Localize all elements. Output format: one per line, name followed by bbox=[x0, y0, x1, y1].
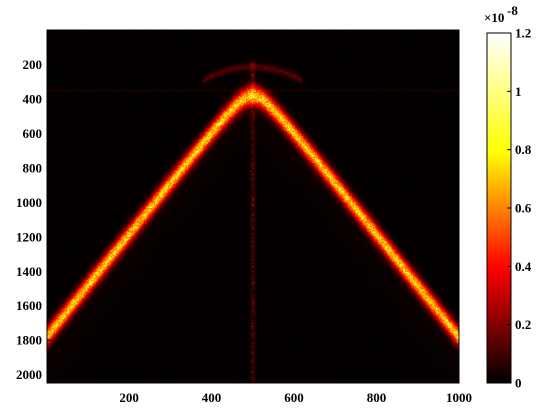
y-tick-label: 200 bbox=[23, 57, 43, 72]
colorbar-tick-label: 1.2 bbox=[515, 26, 531, 41]
colorbar-tick-label: 0.8 bbox=[515, 142, 532, 157]
y-tick-label: 2000 bbox=[16, 367, 42, 382]
colorbar-tick-label: 1 bbox=[515, 84, 522, 99]
y-tick-label: 1400 bbox=[16, 264, 42, 279]
x-tick-label: 200 bbox=[119, 390, 139, 405]
x-tick-label: 800 bbox=[367, 390, 387, 405]
y-tick-label: 800 bbox=[23, 160, 43, 175]
colorbar-exponent: -8 bbox=[507, 3, 518, 18]
x-tick-label: 600 bbox=[284, 390, 304, 405]
x-tick-label: 400 bbox=[202, 390, 222, 405]
plot-frame bbox=[46, 29, 460, 384]
colorbar: 0 0.2 0.4 0.6 0.8 1 1.2 ×10 -8 bbox=[484, 3, 532, 391]
colorbar-tick-label: 0.4 bbox=[515, 259, 532, 274]
colorbar-exponent-base: ×10 bbox=[484, 10, 504, 25]
x-axis: 200 400 600 800 1000 bbox=[119, 378, 472, 405]
y-tick-label: 1200 bbox=[16, 229, 42, 244]
y-tick-label: 1600 bbox=[16, 298, 42, 313]
colorbar-tick-label: 0.6 bbox=[515, 201, 532, 216]
y-tick-label: 400 bbox=[23, 91, 43, 106]
x-tick-label: 1000 bbox=[446, 390, 472, 405]
y-axis: 200 400 600 800 1000 1200 1400 1600 1800 2000 bbox=[16, 57, 52, 382]
y-tick-label: 1800 bbox=[16, 333, 42, 348]
colorbar-tick-label: 0 bbox=[515, 376, 522, 391]
y-tick-label: 600 bbox=[23, 126, 43, 141]
colorbar-ticks: 0 0.2 0.4 0.6 0.8 1 1.2 bbox=[507, 26, 532, 391]
y-tick-label: 1000 bbox=[16, 195, 42, 210]
plot-area bbox=[46, 29, 460, 384]
heatmap-image bbox=[47, 30, 459, 383]
colorbar-tick-label: 0.2 bbox=[515, 317, 531, 332]
